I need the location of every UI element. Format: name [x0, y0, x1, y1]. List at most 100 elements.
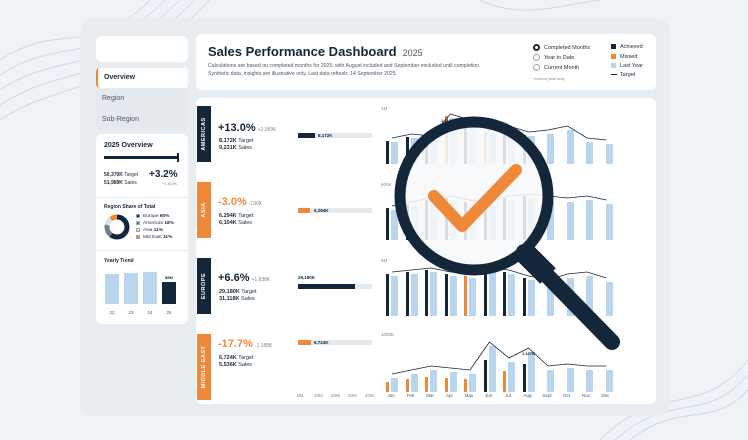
last-year-bar: [527, 352, 535, 392]
missed-bar: [386, 382, 389, 392]
asia-bullet-bar: [298, 208, 310, 213]
missed-bar: [444, 116, 448, 164]
month-label: Mar: [426, 393, 434, 398]
last-year-bar: [430, 140, 437, 164]
last-year-bar: [566, 202, 574, 240]
month-label: Feb: [406, 393, 415, 398]
last-year-bar: [586, 276, 593, 316]
last-year-bar: [605, 144, 613, 164]
americas-bullet-bar: [298, 133, 315, 138]
last-year-bar: [488, 346, 496, 392]
region-tab-americas[interactable]: AMERICAS: [197, 106, 211, 162]
share-legend-pct: 18%: [164, 221, 174, 226]
overview-card: 2025 Overview 50,370K Target 51,989K Sal…: [96, 134, 188, 324]
nav-overview[interactable]: Overview: [96, 68, 188, 88]
overview-divider: [96, 197, 188, 198]
europe-bullet-label: 29,180K: [298, 275, 316, 280]
americas-sales: 9,231K Sales: [219, 145, 253, 151]
region-tab-europe[interactable]: EUROPE: [197, 258, 211, 314]
americas-axis-top: 1M: [381, 106, 388, 111]
europe-target: 29,180K Target: [219, 289, 257, 295]
achieved-bar: [522, 135, 526, 164]
period-caption: *current year only: [533, 76, 565, 81]
achieved-bar: [405, 204, 409, 240]
bullet-axis-tick: 0M: [297, 393, 304, 398]
overview-target-tick: [177, 153, 179, 162]
last-year-bar: [605, 282, 613, 316]
achieved-bar: [503, 198, 506, 240]
americas-peak-label: 1,410K: [441, 118, 454, 123]
bullet-axis-tick: 30M: [348, 393, 357, 398]
period-ytd-radio[interactable]: Year to Date: [533, 54, 574, 61]
last-year-bar: [527, 280, 535, 316]
overview-delta: +3.2%: [149, 169, 178, 180]
share-legend-item: Europe 60%: [136, 213, 186, 220]
middle-east-bullet-bar: [298, 340, 311, 345]
americas-delta: +13.0% +1,069K: [218, 122, 277, 134]
overview-progress-bar: [104, 156, 178, 159]
trend-year-label: 24: [147, 310, 153, 315]
nav-subregion[interactable]: Sub-Region: [96, 110, 188, 130]
last-year-bar: [547, 134, 554, 164]
share-legend-swatch: [136, 227, 140, 232]
region-tab-middle-east[interactable]: MIDDLE EAST: [197, 334, 211, 400]
logo-card: [96, 36, 188, 62]
achieved-bar: [386, 141, 389, 164]
middle-east-delta: -17.7% -1,188K: [218, 338, 273, 350]
achieved-bar: [444, 198, 448, 240]
legend-achieved: Achieved: [611, 44, 643, 50]
share-legend-pct: 11%: [163, 235, 173, 240]
middle-east-axis-top: 1000K: [381, 332, 395, 337]
missed-bar: [425, 377, 428, 392]
last-year-bar: [586, 370, 593, 392]
last-year-bar: [566, 368, 574, 392]
last-year-bar: [508, 200, 515, 240]
last-year-bar: [430, 370, 437, 392]
last-year-bar: [391, 210, 398, 240]
trend-bar-22: [105, 274, 119, 304]
americas-bullet-track: [298, 133, 372, 138]
share-legend-name: Europe: [143, 214, 160, 219]
asia-delta: -3.0% -190K: [218, 196, 263, 208]
missed-bar: [464, 276, 467, 316]
page-title: Sales Performance Dashboard 2025: [208, 44, 423, 59]
achieved-bar: [483, 360, 487, 392]
last-year-bar: [449, 200, 457, 240]
last-year-bar: [566, 278, 574, 316]
month-label: May: [464, 393, 474, 398]
last-year-bar: [449, 276, 457, 316]
last-year-bar: [547, 200, 554, 240]
share-legend-item: Asia 11%: [136, 227, 186, 234]
share-legend-item: Americas 18%: [136, 220, 186, 227]
period-completed-radio[interactable]: Completed Months: [533, 44, 590, 51]
share-legend-name: Americas: [143, 221, 165, 226]
share-title: Region Share of Total: [104, 204, 156, 210]
missed-bar: [483, 132, 487, 164]
month-label: Aug: [523, 393, 532, 398]
trend-year-label: 25: [166, 310, 172, 315]
last-year-bar: [449, 118, 457, 164]
achieved-bar: [483, 270, 487, 316]
trend-year-label: 22: [109, 310, 115, 315]
europe-bullet-bar: [298, 284, 355, 289]
month-label: Oct: [562, 393, 570, 398]
month-label: Jul: [505, 393, 511, 398]
achieved-bar: [444, 274, 448, 316]
achieved-bar: [386, 274, 389, 316]
region-tab-asia[interactable]: ASIA: [197, 182, 211, 238]
month-label: Dec: [601, 393, 610, 398]
europe-sales: 31,118K Sales: [219, 296, 255, 302]
achieved-bar: [464, 202, 467, 240]
americas-target: 8,172K Target: [219, 138, 254, 144]
last-year-bar: [488, 206, 496, 240]
last-year-bar: [469, 278, 476, 316]
month-label: Nov: [581, 393, 590, 398]
nav-region[interactable]: Region: [96, 89, 188, 109]
share-legend-swatch: [136, 234, 140, 239]
period-current-radio[interactable]: Current Month: [533, 64, 579, 71]
asia-bullet-track: [298, 208, 372, 213]
middle-east-target: 6,724K Target: [219, 355, 254, 361]
share-legend-swatch: [136, 220, 140, 225]
asia-sales: 6,104K Sales: [219, 220, 253, 226]
middle-east-peak-label: 1,107K: [522, 351, 535, 356]
